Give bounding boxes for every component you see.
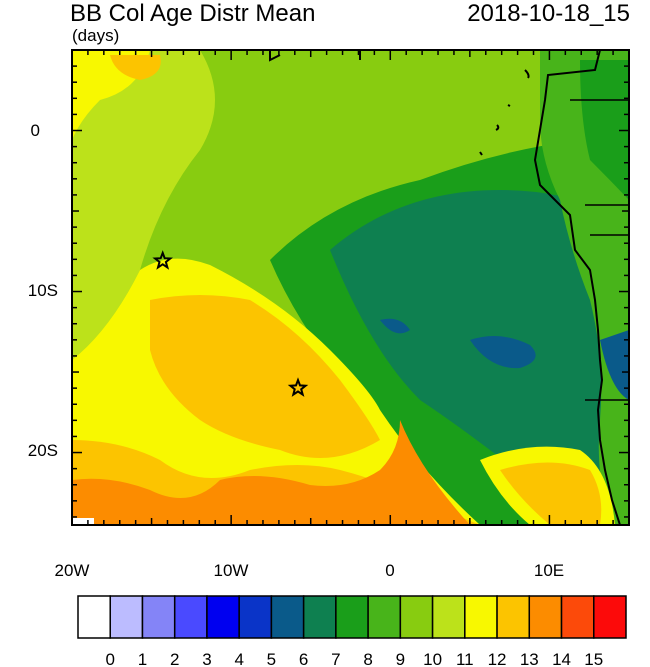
colorbar-tick-label: 15 xyxy=(584,650,603,667)
colorbar-tick-label: 7 xyxy=(331,650,340,667)
colorbar-swatch xyxy=(496,595,531,639)
plot-frame xyxy=(71,49,630,526)
marker-layer xyxy=(152,250,309,397)
colorbar-tick-label: 2 xyxy=(170,650,179,667)
colorbar-tick-label: 11 xyxy=(456,650,474,667)
colorbar-swatch xyxy=(302,595,337,639)
star-marker-icon xyxy=(287,377,309,397)
colorbar-tick-label: 4 xyxy=(234,650,243,667)
colorbar-tick-label: 14 xyxy=(552,650,571,667)
y-tick-label-20s: 20S xyxy=(28,441,58,460)
y-tick-label-0: 0 xyxy=(31,121,40,140)
map-units: (days) xyxy=(72,26,120,45)
colorbar-swatch xyxy=(77,595,111,639)
colorbar xyxy=(77,595,627,639)
colorbar-swatch xyxy=(431,595,466,639)
x-tick-label-20w: 20W xyxy=(55,561,90,580)
colorbar-swatch xyxy=(367,595,402,639)
colorbar-tick-label: 12 xyxy=(488,650,507,667)
colorbar-swatch xyxy=(335,595,369,639)
colorbar-swatch xyxy=(593,595,627,639)
axis-ticks xyxy=(71,49,630,525)
x-tick-label-0: 0 xyxy=(385,561,394,580)
field-layer xyxy=(72,50,629,525)
colorbar-swatch xyxy=(141,595,176,639)
star-marker-icon xyxy=(152,250,173,270)
colorbar-swatch xyxy=(206,595,240,639)
colorbar-labels: 0 1 2 3 4 5 6 7 8 9 10 11 12 13 14 15 xyxy=(106,650,604,667)
x-tick-label-10e: 10E xyxy=(534,561,564,580)
colorbar-swatch xyxy=(270,595,305,639)
colorbar-swatch xyxy=(238,595,273,639)
colorbar-swatch xyxy=(560,595,595,639)
colorbar-swatch xyxy=(173,595,208,639)
colorbar-swatch xyxy=(399,595,434,639)
colorbar-tick-label: 9 xyxy=(396,650,405,667)
map-timestamp: 2018-10-18_15 xyxy=(467,0,630,27)
y-tick-label-10s: 10S xyxy=(28,281,58,300)
colorbar-tick-label: 10 xyxy=(423,650,442,667)
colorbar-tick-label: 13 xyxy=(520,650,539,667)
map-title: BB Col Age Distr Mean xyxy=(70,0,316,27)
colorbar-swatch xyxy=(464,595,498,639)
colorbar-tick-label: 8 xyxy=(363,650,372,667)
colorbar-tick-label: 5 xyxy=(267,650,276,667)
colorbar-tick-label: 6 xyxy=(299,650,308,667)
colorbar-tick-label: 0 xyxy=(106,650,115,667)
colorbar-swatch xyxy=(109,595,144,639)
colorbar-tick-label: 1 xyxy=(138,650,147,667)
x-tick-label-10w: 10W xyxy=(214,561,249,580)
colorbar-swatch xyxy=(528,595,563,639)
colorbar-tick-label: 3 xyxy=(202,650,211,667)
